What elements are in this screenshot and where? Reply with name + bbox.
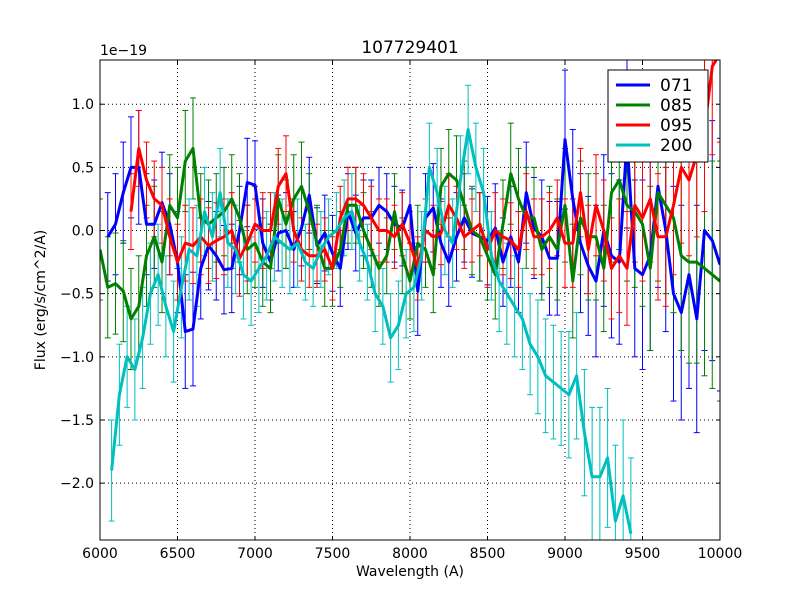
series-line-095 (129, 60, 718, 270)
y-tick-label: −2.0 (60, 476, 94, 492)
x-tick-label: 8000 (392, 546, 428, 562)
y-tick-label: 0.5 (72, 160, 94, 176)
legend-label-200: 200 (660, 136, 692, 156)
y-tick-label: 1.0 (72, 97, 94, 113)
x-axis-label: Wavelength (A) (356, 564, 464, 580)
y-tick-label: −1.0 (60, 350, 94, 366)
x-tick-label: 7000 (237, 546, 273, 562)
y-axis-label: Flux (erg/s/cm^2/A) (33, 230, 49, 370)
x-tick-label: 8500 (470, 546, 506, 562)
chart-title: 107729401 (361, 38, 458, 58)
y-tick-label: −0.5 (60, 287, 94, 303)
y-offset-label: 1e−19 (100, 43, 147, 59)
x-tick-label: 6000 (82, 546, 118, 562)
series-line-200 (110, 128, 633, 535)
y-tick-label: 0.0 (72, 224, 94, 240)
legend-label-095: 095 (660, 116, 692, 136)
x-tick-label: 7500 (315, 546, 351, 562)
legend-label-085: 085 (660, 96, 692, 116)
x-tick-label: 6500 (160, 546, 196, 562)
y-tick-label: −1.5 (60, 413, 94, 429)
legend-label-071: 071 (660, 76, 692, 96)
series-line-071 (106, 138, 720, 334)
axis-ticks: 6000 6500 7000 7500 8000 8500 9000 9500 10000 −2.… (60, 60, 742, 562)
x-tick-label: 10000 (698, 546, 743, 562)
x-tick-label: 9000 (547, 546, 583, 562)
x-tick-label: 9500 (625, 546, 661, 562)
